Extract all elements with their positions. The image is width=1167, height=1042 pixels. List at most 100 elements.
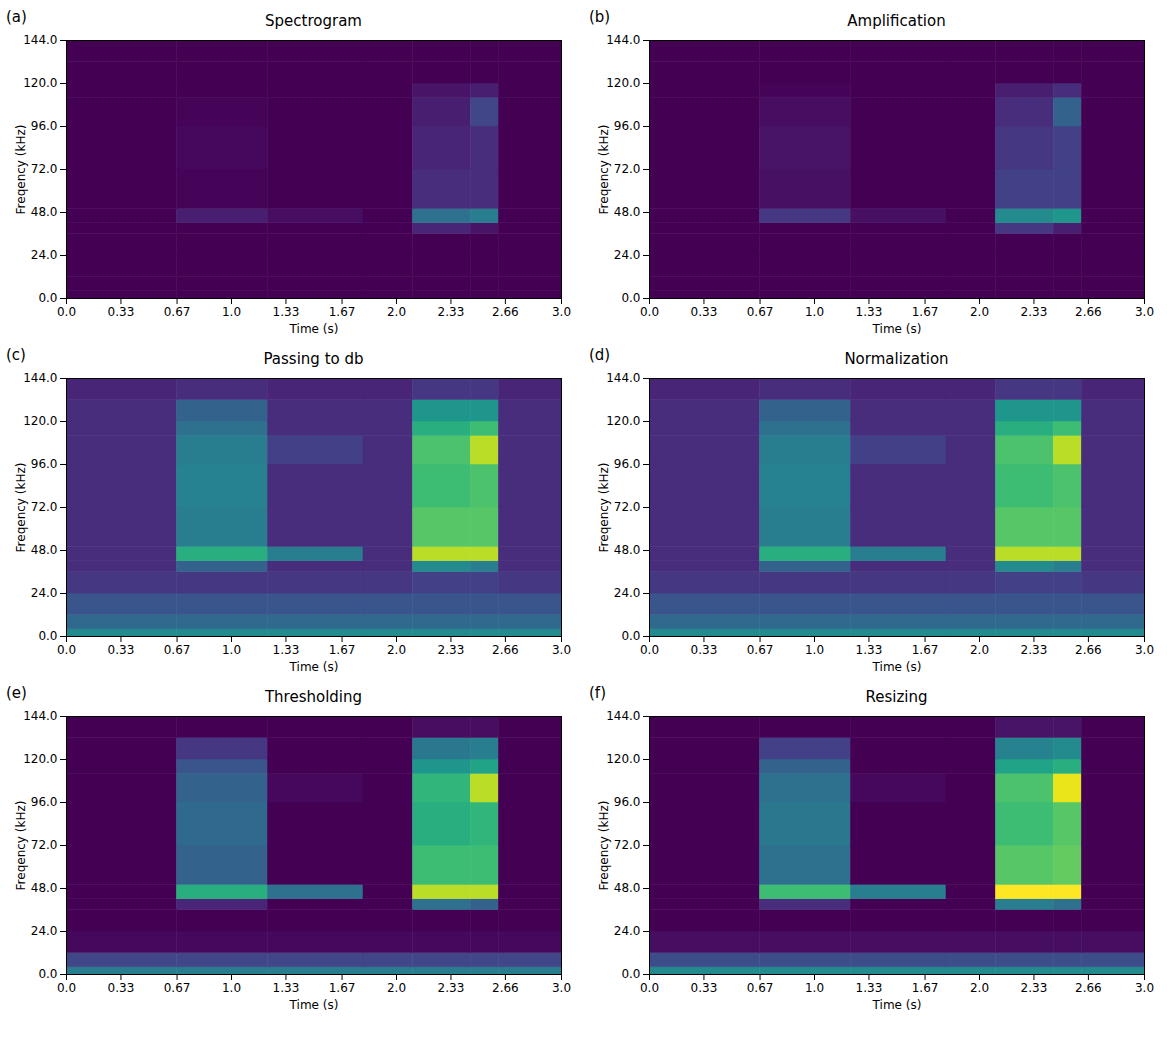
svg-text:96.0: 96.0 bbox=[614, 119, 641, 133]
svg-text:144.0: 144.0 bbox=[606, 709, 640, 723]
svg-text:24.0: 24.0 bbox=[31, 924, 58, 938]
svg-text:144.0: 144.0 bbox=[606, 33, 640, 47]
svg-text:120.0: 120.0 bbox=[23, 414, 57, 428]
svg-text:2.66: 2.66 bbox=[492, 305, 519, 319]
svg-text:0.67: 0.67 bbox=[164, 643, 191, 657]
svg-text:48.0: 48.0 bbox=[31, 881, 58, 895]
svg-text:144.0: 144.0 bbox=[23, 371, 57, 385]
svg-text:72.0: 72.0 bbox=[614, 838, 641, 852]
svg-text:72.0: 72.0 bbox=[31, 838, 58, 852]
svg-text:3.0: 3.0 bbox=[1135, 305, 1154, 319]
svg-text:1.0: 1.0 bbox=[805, 305, 824, 319]
svg-text:Time (s): Time (s) bbox=[289, 660, 339, 674]
svg-text:144.0: 144.0 bbox=[23, 709, 57, 723]
svg-text:1.67: 1.67 bbox=[329, 981, 356, 995]
svg-text:0.33: 0.33 bbox=[108, 981, 135, 995]
svg-text:1.67: 1.67 bbox=[912, 981, 939, 995]
svg-text:Freqency (kHz): Freqency (kHz) bbox=[14, 463, 28, 553]
svg-text:2.66: 2.66 bbox=[492, 981, 519, 995]
svg-text:0.0: 0.0 bbox=[621, 967, 640, 981]
svg-text:2.33: 2.33 bbox=[1021, 981, 1048, 995]
svg-text:1.33: 1.33 bbox=[856, 305, 883, 319]
svg-text:1.33: 1.33 bbox=[273, 305, 300, 319]
svg-text:Freqency (kHz): Freqency (kHz) bbox=[14, 125, 28, 215]
svg-text:120.0: 120.0 bbox=[606, 76, 640, 90]
svg-text:48.0: 48.0 bbox=[614, 881, 641, 895]
svg-text:Freqency (kHz): Freqency (kHz) bbox=[597, 125, 611, 215]
svg-text:0.67: 0.67 bbox=[164, 981, 191, 995]
svg-text:0.0: 0.0 bbox=[621, 291, 640, 305]
svg-text:1.0: 1.0 bbox=[805, 643, 824, 657]
svg-text:120.0: 120.0 bbox=[606, 752, 640, 766]
svg-text:0.0: 0.0 bbox=[640, 305, 659, 319]
svg-text:2.0: 2.0 bbox=[970, 643, 989, 657]
svg-text:0.33: 0.33 bbox=[691, 981, 718, 995]
svg-text:96.0: 96.0 bbox=[614, 457, 641, 471]
svg-text:3.0: 3.0 bbox=[1135, 643, 1154, 657]
svg-text:2.33: 2.33 bbox=[438, 981, 465, 995]
svg-text:1.0: 1.0 bbox=[222, 305, 241, 319]
svg-text:Time (s): Time (s) bbox=[289, 322, 339, 336]
svg-text:96.0: 96.0 bbox=[614, 795, 641, 809]
svg-text:0.0: 0.0 bbox=[57, 305, 76, 319]
svg-text:0.33: 0.33 bbox=[691, 643, 718, 657]
svg-text:2.0: 2.0 bbox=[970, 305, 989, 319]
svg-text:Time (s): Time (s) bbox=[872, 322, 922, 336]
svg-text:72.0: 72.0 bbox=[31, 500, 58, 514]
svg-text:Time (s): Time (s) bbox=[872, 660, 922, 674]
svg-text:1.33: 1.33 bbox=[856, 981, 883, 995]
svg-text:0.0: 0.0 bbox=[640, 981, 659, 995]
svg-text:2.0: 2.0 bbox=[970, 981, 989, 995]
svg-text:120.0: 120.0 bbox=[23, 76, 57, 90]
svg-text:2.33: 2.33 bbox=[1021, 305, 1048, 319]
svg-text:24.0: 24.0 bbox=[614, 248, 641, 262]
svg-text:Time (s): Time (s) bbox=[289, 998, 339, 1012]
svg-text:2.66: 2.66 bbox=[1075, 981, 1102, 995]
svg-text:0.67: 0.67 bbox=[747, 305, 774, 319]
svg-text:0.0: 0.0 bbox=[57, 981, 76, 995]
svg-text:0.67: 0.67 bbox=[747, 643, 774, 657]
svg-text:1.0: 1.0 bbox=[805, 981, 824, 995]
svg-text:96.0: 96.0 bbox=[31, 457, 58, 471]
svg-text:3.0: 3.0 bbox=[552, 305, 571, 319]
svg-text:24.0: 24.0 bbox=[31, 586, 58, 600]
svg-text:1.33: 1.33 bbox=[856, 643, 883, 657]
svg-text:120.0: 120.0 bbox=[606, 414, 640, 428]
svg-text:48.0: 48.0 bbox=[31, 205, 58, 219]
svg-text:48.0: 48.0 bbox=[31, 543, 58, 557]
svg-text:3.0: 3.0 bbox=[552, 981, 571, 995]
svg-text:144.0: 144.0 bbox=[23, 33, 57, 47]
svg-text:Freqency (kHz): Freqency (kHz) bbox=[597, 463, 611, 553]
svg-text:1.67: 1.67 bbox=[329, 643, 356, 657]
svg-text:1.67: 1.67 bbox=[912, 643, 939, 657]
svg-text:72.0: 72.0 bbox=[31, 162, 58, 176]
svg-text:144.0: 144.0 bbox=[606, 371, 640, 385]
svg-text:48.0: 48.0 bbox=[614, 205, 641, 219]
svg-text:0.0: 0.0 bbox=[57, 643, 76, 657]
svg-text:0.0: 0.0 bbox=[640, 643, 659, 657]
svg-text:Time (s): Time (s) bbox=[872, 998, 922, 1012]
svg-text:2.33: 2.33 bbox=[438, 305, 465, 319]
svg-text:3.0: 3.0 bbox=[552, 643, 571, 657]
svg-text:24.0: 24.0 bbox=[614, 924, 641, 938]
svg-text:2.66: 2.66 bbox=[1075, 643, 1102, 657]
svg-text:2.66: 2.66 bbox=[492, 643, 519, 657]
svg-text:1.67: 1.67 bbox=[912, 305, 939, 319]
svg-text:2.0: 2.0 bbox=[387, 981, 406, 995]
svg-text:1.67: 1.67 bbox=[329, 305, 356, 319]
svg-text:0.0: 0.0 bbox=[621, 629, 640, 643]
svg-text:96.0: 96.0 bbox=[31, 119, 58, 133]
svg-text:2.0: 2.0 bbox=[387, 305, 406, 319]
svg-text:2.0: 2.0 bbox=[387, 643, 406, 657]
svg-text:3.0: 3.0 bbox=[1135, 981, 1154, 995]
svg-text:1.33: 1.33 bbox=[273, 643, 300, 657]
svg-text:96.0: 96.0 bbox=[31, 795, 58, 809]
svg-text:0.33: 0.33 bbox=[691, 305, 718, 319]
svg-text:0.67: 0.67 bbox=[747, 981, 774, 995]
svg-text:2.33: 2.33 bbox=[1021, 643, 1048, 657]
svg-text:0.0: 0.0 bbox=[38, 967, 57, 981]
svg-text:Freqency (kHz): Freqency (kHz) bbox=[14, 801, 28, 891]
svg-text:1.0: 1.0 bbox=[222, 981, 241, 995]
svg-text:24.0: 24.0 bbox=[31, 248, 58, 262]
svg-text:0.33: 0.33 bbox=[108, 305, 135, 319]
